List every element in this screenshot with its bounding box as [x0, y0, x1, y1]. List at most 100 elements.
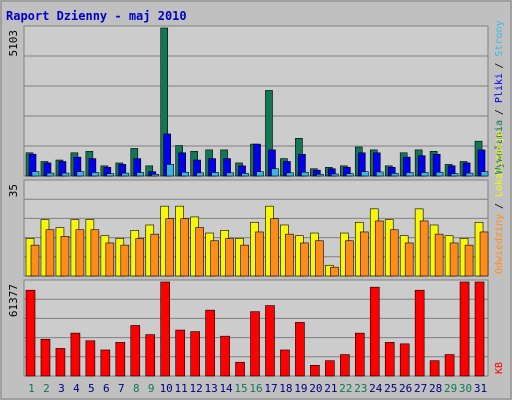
bar-top-strony-day-21 — [331, 173, 339, 177]
bar-middle-lokalizacje-day-9 — [150, 233, 160, 277]
bar-top-strony-day-22 — [346, 173, 354, 177]
bar-middle-lokalizacje-day-29 — [449, 242, 459, 277]
bar-middle-lokalizacje-day-17 — [270, 218, 279, 277]
bar-bottom-kb-day-26 — [399, 343, 410, 377]
x-tick-label-day-18: 18 — [279, 382, 292, 395]
bar-top-strony-day-11 — [181, 171, 189, 177]
x-tick-label-day-3: 3 — [58, 382, 65, 395]
bar-top-strony-day-28 — [435, 171, 444, 177]
bar-top-strony-day-14 — [226, 172, 234, 177]
bar-middle-lokalizacje-day-5 — [90, 229, 100, 277]
bar-top-strony-day-19 — [301, 171, 309, 177]
x-tick-label-day-20: 20 — [309, 382, 322, 395]
bar-middle-lokalizacje-day-7 — [120, 244, 130, 277]
bar-top-strony-day-16 — [256, 171, 264, 177]
bar-bottom-kb-day-31 — [474, 281, 485, 377]
bar-bottom-kb-day-17 — [265, 305, 275, 377]
legend-top-strony: Strony — [494, 20, 505, 56]
panel-bottom: 61377 KB — [7, 279, 505, 377]
bar-top-strony-day-31 — [480, 171, 489, 177]
legend-top-separator: / — [494, 109, 505, 115]
bar-middle-lokalizacje-day-21 — [330, 266, 339, 277]
x-tick-label-day-12: 12 — [190, 382, 203, 395]
bar-top-strony-day-20 — [316, 173, 324, 177]
bar-middle-lokalizacje-day-28 — [434, 233, 444, 277]
bar-top-pliki-day-16 — [253, 143, 261, 177]
bar-top-strony-day-26 — [405, 172, 414, 177]
bar-bottom-kb-day-23 — [354, 332, 365, 377]
panel-middle-ymax-label: 35 — [7, 184, 20, 197]
x-tick-label-day-6: 6 — [103, 382, 110, 395]
bar-middle-lokalizacje-day-3 — [60, 236, 70, 277]
bar-bottom-kb-day-15 — [235, 361, 245, 377]
bar-middle-lokalizacje-day-4 — [75, 229, 85, 277]
x-tick-label-day-2: 2 — [43, 382, 50, 395]
x-tick-label-day-17: 17 — [264, 382, 277, 395]
bar-top-strony-day-1 — [31, 171, 40, 177]
bar-middle-lokalizacje-day-23 — [359, 231, 369, 277]
bar-bottom-kb-day-11 — [175, 329, 185, 377]
bar-middle-lokalizacje-day-8 — [135, 238, 145, 277]
bar-middle-lokalizacje-day-16 — [255, 231, 264, 277]
bar-bottom-kb-day-29 — [444, 354, 455, 377]
legend-top-pliki: Pliki — [494, 73, 505, 103]
bar-middle-lokalizacje-day-26 — [404, 242, 414, 277]
bar-middle-lokalizacje-day-13 — [210, 240, 219, 277]
x-axis-day-labels: 1 2 3 4 5 6 7 8 9 10 11 12 13 14 15 16 17 18 19 20 21 22 23 24 2… — [28, 382, 487, 395]
bar-bottom-kb-day-16 — [250, 311, 260, 377]
bar-top-strony-day-30 — [465, 172, 474, 177]
bar-bottom-kb-day-24 — [369, 286, 380, 377]
bar-bottom-kb-day-2 — [40, 338, 51, 377]
bar-top-strony-day-27 — [420, 172, 429, 177]
bar-top-strony-day-29 — [450, 173, 459, 177]
bar-middle-lokalizacje-day-11 — [180, 218, 189, 277]
legend-middle-separator: / — [494, 203, 505, 209]
x-tick-label-day-22: 22 — [339, 382, 352, 395]
x-tick-label-day-13: 13 — [204, 382, 217, 395]
bar-top-strony-day-24 — [375, 171, 384, 177]
x-tick-label-day-14: 14 — [219, 382, 233, 395]
bar-middle-lokalizacje-day-2 — [45, 229, 55, 277]
x-tick-label-day-1: 1 — [28, 382, 35, 395]
bar-bottom-kb-day-5 — [85, 340, 96, 377]
bar-bottom-kb-day-25 — [384, 342, 395, 377]
bar-bottom-kb-day-19 — [295, 322, 305, 377]
bar-middle-lokalizacje-day-15 — [240, 244, 249, 277]
x-tick-label-day-31: 31 — [474, 382, 487, 395]
x-tick-label-day-15: 15 — [234, 382, 247, 395]
bar-bottom-kb-day-7 — [115, 342, 126, 377]
x-tick-label-day-9: 9 — [148, 382, 155, 395]
bar-bottom-kb-day-1 — [25, 289, 36, 377]
legend-middle-odwiedziny: Odwiedziny — [494, 214, 505, 274]
bar-bottom-kb-day-13 — [205, 309, 215, 377]
bar-bottom-kb-day-28 — [429, 360, 440, 377]
bar-middle-lokalizacje-day-30 — [464, 244, 474, 277]
x-tick-label-day-8: 8 — [133, 382, 140, 395]
x-tick-label-day-19: 19 — [294, 382, 307, 395]
bar-middle-lokalizacje-day-20 — [315, 240, 324, 277]
x-tick-label-day-25: 25 — [384, 382, 397, 395]
bar-bottom-kb-day-10 — [160, 281, 171, 377]
panel-top: 5103 Wywołania / Pliki / Strony — [7, 20, 505, 177]
x-tick-label-day-16: 16 — [249, 382, 262, 395]
x-tick-label-day-11: 11 — [175, 382, 188, 395]
bar-bottom-kb-day-18 — [280, 349, 290, 377]
bar-middle-lokalizacje-day-12 — [195, 227, 204, 277]
bar-top-strony-day-2 — [46, 172, 55, 177]
chart-title: Raport Dzienny - maj 2010 — [6, 9, 187, 23]
bar-middle-lokalizacje-day-24 — [374, 220, 384, 277]
bar-middle-lokalizacje-day-18 — [285, 233, 294, 277]
x-tick-label-day-23: 23 — [354, 382, 367, 395]
bar-top-strony-day-10 — [166, 164, 175, 177]
chart-panels: 5103 Wywołania / Pliki / Strony 35 Odwiedziny / L… — [7, 20, 505, 377]
legend-top-wywołania: Wywołania — [494, 120, 505, 174]
panel-middle: 35 Odwiedziny / Lokalizacje — [7, 131, 505, 277]
bar-bottom-kb-day-9 — [145, 334, 156, 377]
x-tick-label-day-29: 29 — [444, 382, 457, 395]
x-tick-label-day-24: 24 — [369, 382, 383, 395]
x-tick-label-day-28: 28 — [429, 382, 442, 395]
bar-middle-lokalizacje-day-22 — [345, 240, 354, 277]
bar-bottom-kb-day-21 — [325, 360, 335, 377]
bar-middle-lokalizacje-day-1 — [30, 244, 40, 277]
